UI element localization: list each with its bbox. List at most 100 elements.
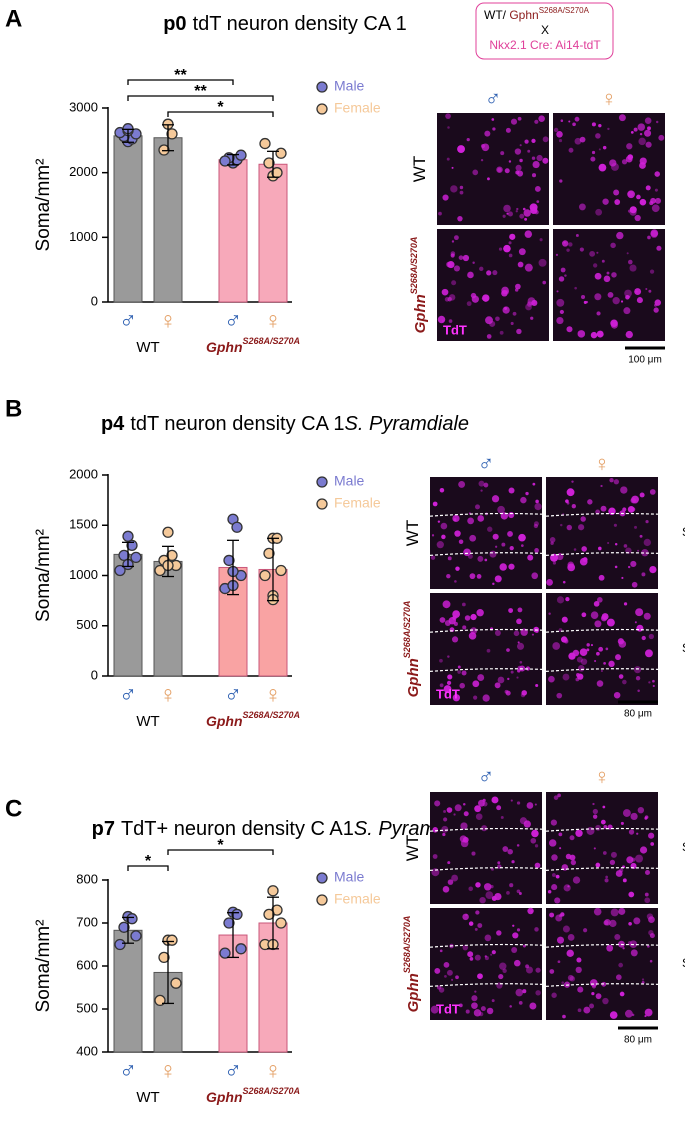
significance-label: **	[174, 67, 187, 84]
cell	[550, 819, 557, 826]
cell	[525, 966, 533, 974]
cell	[560, 119, 564, 122]
cell	[471, 1002, 478, 1009]
cell	[603, 661, 606, 665]
cell	[592, 808, 598, 815]
scale-bar-label: 80 μm	[624, 709, 652, 720]
cell	[510, 670, 514, 674]
cell	[565, 596, 570, 602]
cell	[595, 824, 601, 831]
cell	[603, 825, 608, 829]
cell	[583, 928, 588, 933]
cell	[579, 247, 584, 252]
cell	[549, 969, 555, 974]
cell	[649, 489, 656, 495]
cell	[602, 851, 607, 855]
cell	[520, 628, 528, 636]
cell	[506, 891, 510, 895]
cell	[439, 487, 445, 493]
cell	[467, 271, 474, 279]
cell	[441, 534, 446, 540]
cell	[630, 812, 638, 821]
cell	[636, 832, 639, 835]
cross-line2: Nkx2.1 Cre: Ai14-tdT	[489, 38, 601, 52]
cell	[518, 1001, 523, 1005]
cell	[596, 330, 604, 338]
title-bold: p7	[92, 818, 115, 840]
cell	[531, 138, 536, 144]
cell	[501, 290, 508, 297]
cell	[491, 796, 499, 804]
cell	[577, 524, 585, 531]
cell	[496, 930, 502, 936]
cell	[526, 802, 534, 809]
legend-label: Male	[334, 473, 365, 489]
cell	[635, 854, 644, 863]
cell	[633, 917, 641, 925]
region-boundary	[429, 512, 543, 517]
cell	[589, 979, 598, 987]
cell	[592, 814, 598, 819]
cell	[486, 334, 492, 339]
cell	[629, 208, 637, 216]
data-point	[259, 137, 271, 150]
cell	[525, 491, 529, 496]
cell	[634, 288, 642, 296]
cell	[564, 639, 569, 644]
cell	[485, 316, 493, 325]
cell	[529, 1002, 537, 1010]
image-column-label: ♂	[478, 764, 495, 789]
cell	[437, 520, 441, 523]
data-point	[259, 569, 271, 582]
data-point	[122, 530, 134, 542]
micrograph	[546, 477, 658, 589]
cell	[453, 235, 459, 241]
row-text: Gphn	[412, 294, 429, 333]
cell	[586, 826, 595, 835]
cell	[649, 201, 654, 206]
legend-label: Male	[334, 78, 365, 94]
cell	[621, 576, 624, 580]
cell	[471, 295, 479, 303]
chart-title: p4 tdT neuron density CA 1S. Pyramdiale	[101, 413, 469, 435]
cell	[581, 546, 587, 552]
cell	[534, 548, 539, 553]
error-bar	[227, 912, 239, 959]
cell	[645, 520, 649, 524]
error-bar	[122, 128, 134, 143]
cell	[517, 261, 524, 268]
cell	[567, 974, 574, 981]
cell	[446, 573, 451, 579]
cell	[508, 487, 515, 494]
cell	[516, 889, 521, 894]
cell	[479, 896, 486, 904]
cell	[515, 164, 522, 171]
x-tick-label: ♂	[119, 681, 137, 708]
cell	[535, 499, 539, 504]
cell	[491, 118, 495, 121]
cell	[625, 330, 633, 339]
data-point	[231, 521, 243, 533]
cell	[492, 270, 498, 276]
group-text: WT	[136, 713, 159, 730]
cell	[617, 638, 625, 645]
cell	[483, 883, 492, 891]
cell	[484, 955, 487, 958]
cell	[463, 811, 469, 817]
cell	[559, 309, 564, 315]
cell	[652, 684, 655, 688]
cell	[566, 949, 574, 958]
cell	[534, 862, 541, 869]
group-label: GphnS268A/S270A	[206, 336, 300, 354]
cell	[530, 837, 537, 844]
y-tick-label: 3000	[69, 99, 98, 114]
cell	[437, 315, 446, 324]
cell	[577, 665, 585, 672]
cell	[549, 912, 555, 918]
cell	[519, 144, 522, 147]
cell	[568, 652, 576, 660]
cell	[571, 480, 574, 483]
cell	[598, 646, 604, 652]
cell	[566, 248, 570, 252]
cell	[446, 261, 452, 268]
